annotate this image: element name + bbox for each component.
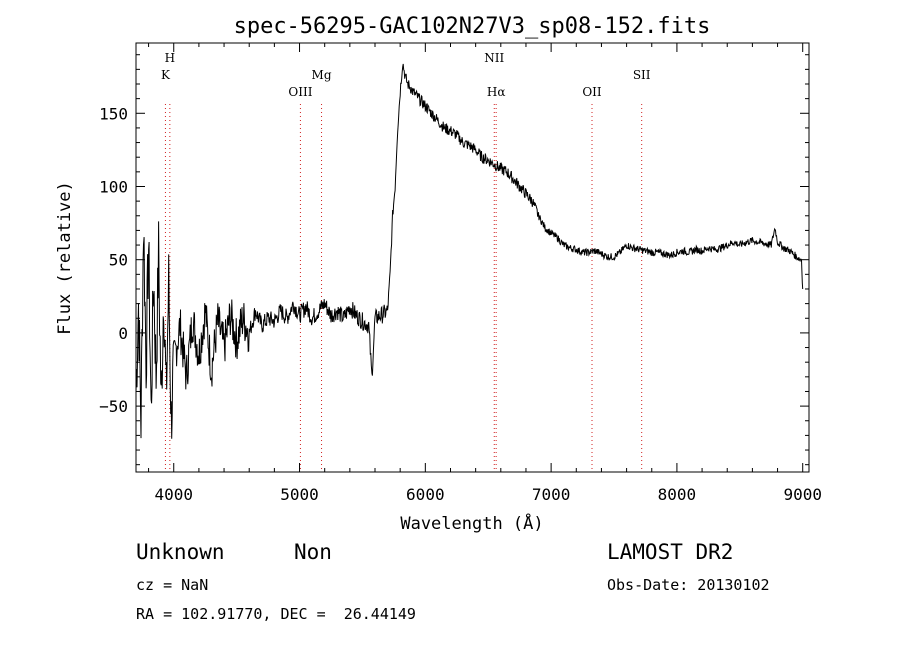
x-axis: 4000 5000 6000 7000 8000 9000 [148, 43, 822, 504]
chart-title: spec-56295-GAC102N27V3_sp08-152.fits [234, 14, 711, 39]
classification-label: Unknown [136, 540, 225, 564]
plot-frame [135, 42, 810, 473]
line-marker-label-7: SII [633, 68, 651, 82]
x-tick-label-5000: 5000 [280, 485, 319, 504]
coordinates-label: RA = 102.91770, DEC = 26.44149 [136, 605, 416, 623]
line-marker-label-5: Hα [487, 85, 506, 99]
y-axis: −50 0 50 100 150 [99, 54, 809, 466]
line-marker-label-1: H [165, 51, 175, 65]
spectrum-line-0 [135, 63, 804, 439]
spectrum-series [135, 63, 804, 439]
line-marker-label-0: K [161, 68, 171, 82]
redshift-label: cz = NaN [136, 576, 209, 594]
y-tick-label-50: 50 [109, 251, 128, 270]
x-tick-label-7000: 7000 [532, 485, 571, 504]
obs-date-label: Obs-Date: 20130102 [607, 576, 770, 594]
y-axis-label: Flux (relative) [55, 181, 75, 335]
x-tick-label-4000: 4000 [154, 485, 193, 504]
survey-label: LAMOST DR2 [607, 540, 734, 564]
y-tick-label--50: −50 [99, 397, 128, 416]
subclass-label: Non [294, 540, 332, 564]
y-tick-label-150: 150 [99, 104, 128, 123]
x-tick-label-6000: 6000 [406, 485, 445, 504]
line-marker-label-2: OIII [288, 85, 312, 99]
x-tick-label-8000: 8000 [658, 485, 697, 504]
x-tick-label-9000: 9000 [783, 485, 822, 504]
line-marker-label-4: NII [484, 51, 504, 65]
line-marker-label-6: OII [582, 85, 602, 99]
y-tick-label-100: 100 [99, 177, 128, 196]
x-axis-label: Wavelength (Å) [400, 512, 543, 534]
line-marker-label-3: Mg [312, 68, 332, 82]
y-tick-label-0: 0 [118, 324, 128, 343]
